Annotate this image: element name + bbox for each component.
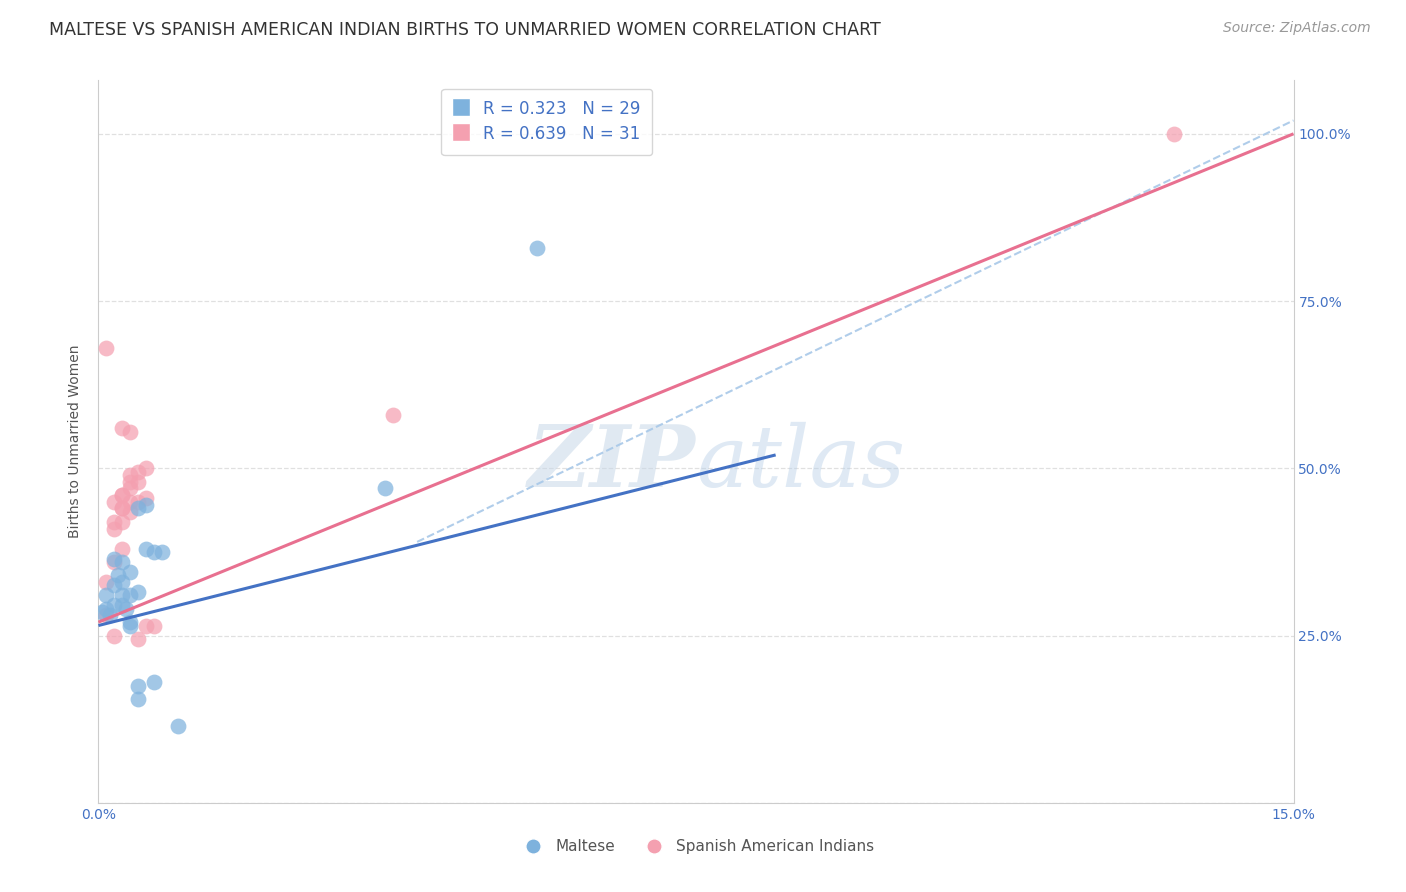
Point <box>167 719 190 733</box>
Point <box>382 408 405 422</box>
Point <box>127 692 149 706</box>
Point <box>103 551 125 566</box>
Point <box>127 632 149 646</box>
Point <box>111 575 134 590</box>
Point <box>150 545 173 559</box>
Point <box>120 618 142 632</box>
Point <box>127 475 149 489</box>
Point <box>103 494 125 508</box>
Point <box>127 494 149 508</box>
Point <box>103 521 125 535</box>
Text: atlas: atlas <box>696 422 905 505</box>
Point <box>143 545 166 559</box>
Point <box>1163 127 1185 141</box>
Text: ZIP: ZIP <box>529 421 696 505</box>
Point <box>111 599 134 613</box>
Point <box>96 589 118 603</box>
Point <box>96 575 118 590</box>
Point <box>120 589 142 603</box>
Point <box>111 501 134 516</box>
Text: MALTESE VS SPANISH AMERICAN INDIAN BIRTHS TO UNMARRIED WOMEN CORRELATION CHART: MALTESE VS SPANISH AMERICAN INDIAN BIRTH… <box>49 21 882 38</box>
Point <box>96 341 118 355</box>
Point <box>120 494 142 508</box>
Point <box>103 578 125 592</box>
Point <box>103 599 125 613</box>
Point <box>127 679 149 693</box>
Point <box>135 618 157 632</box>
Point <box>143 675 166 690</box>
Point <box>98 608 122 623</box>
Point <box>115 602 138 616</box>
Point <box>120 475 142 489</box>
Y-axis label: Births to Unmarried Women: Births to Unmarried Women <box>69 345 83 538</box>
Point <box>120 482 142 496</box>
Point <box>111 488 134 502</box>
Point <box>103 555 125 569</box>
Text: Source: ZipAtlas.com: Source: ZipAtlas.com <box>1223 21 1371 35</box>
Point <box>127 585 149 599</box>
Point <box>111 501 134 516</box>
Point <box>111 488 134 502</box>
Point <box>120 505 142 519</box>
Point <box>111 589 134 603</box>
Point <box>526 241 548 255</box>
Point <box>135 498 157 512</box>
Point <box>135 541 157 556</box>
Point <box>135 461 157 475</box>
Point <box>91 605 114 619</box>
Point <box>111 541 134 556</box>
Point <box>135 491 157 506</box>
Point <box>107 568 129 582</box>
Point <box>127 465 149 479</box>
Point <box>127 501 149 516</box>
Point <box>96 602 118 616</box>
Point <box>120 615 142 630</box>
Point <box>143 618 166 632</box>
Point <box>374 482 396 496</box>
Point <box>120 425 142 439</box>
Point <box>103 628 125 642</box>
Point <box>120 467 142 482</box>
Point <box>120 565 142 579</box>
Point <box>111 515 134 529</box>
Point <box>103 515 125 529</box>
Point <box>111 555 134 569</box>
Legend: Maltese, Spanish American Indians: Maltese, Spanish American Indians <box>512 833 880 860</box>
Point <box>96 608 118 623</box>
Point <box>111 421 134 435</box>
